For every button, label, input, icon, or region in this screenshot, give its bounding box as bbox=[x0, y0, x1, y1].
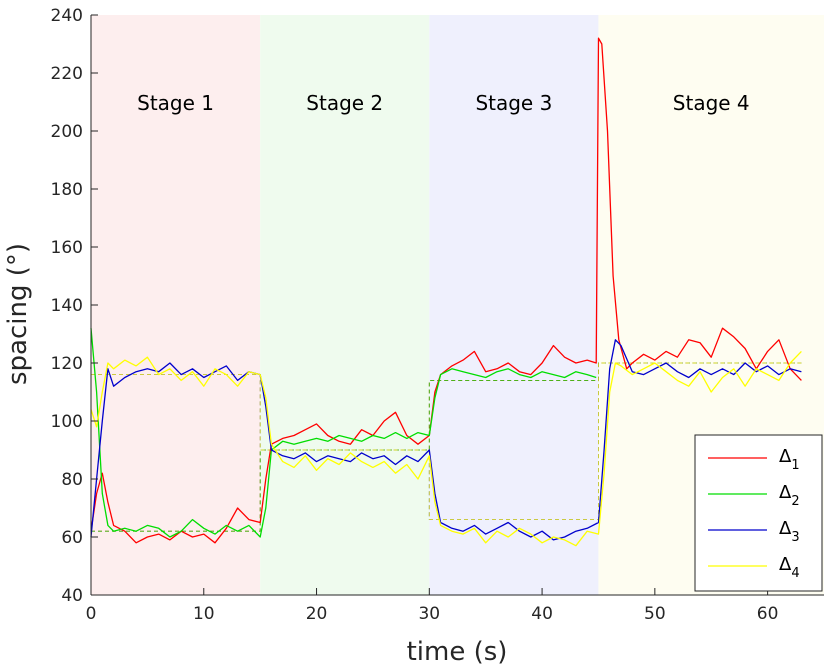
stage-label-1: Stage 1 bbox=[137, 91, 214, 115]
stage-band-3 bbox=[429, 15, 599, 595]
legend-subscript-2: 2 bbox=[791, 494, 799, 509]
x-tick-label: 10 bbox=[193, 604, 215, 624]
y-tick-label: 60 bbox=[61, 528, 83, 548]
stage-band-2 bbox=[260, 15, 430, 595]
series-lines bbox=[90, 37, 802, 547]
y-tick-label: 140 bbox=[51, 296, 83, 316]
legend-subscript-3: 3 bbox=[791, 530, 799, 545]
stage-labels: Stage 1 Stage 2 Stage 3 Stage 4 bbox=[137, 91, 750, 115]
series-line-2 bbox=[90, 328, 597, 538]
legend-subscript-4: 4 bbox=[791, 566, 799, 581]
y-tick-label: 220 bbox=[51, 64, 83, 84]
y-tick-label: 120 bbox=[51, 354, 83, 374]
y-tick-label: 100 bbox=[51, 412, 83, 432]
legend-box bbox=[694, 434, 823, 592]
x-tick-label: 60 bbox=[757, 604, 779, 624]
x-tick-label: 50 bbox=[644, 604, 666, 624]
y-tick-label: 40 bbox=[61, 586, 83, 606]
y-tick-label: 160 bbox=[51, 238, 83, 258]
x-tick-label: 30 bbox=[418, 604, 440, 624]
target-line-4 bbox=[91, 362, 802, 521]
series-line-4 bbox=[90, 350, 802, 547]
series-line-3 bbox=[90, 339, 802, 541]
stage-band-1 bbox=[91, 15, 261, 595]
y-tick-label: 200 bbox=[51, 122, 83, 142]
y-tick-label: 80 bbox=[61, 470, 83, 490]
y-axis-title: spacing (°) bbox=[3, 243, 33, 385]
y-tick-label: 180 bbox=[51, 180, 83, 200]
stage-label-3: Stage 3 bbox=[475, 91, 552, 115]
stage-label-2: Stage 2 bbox=[306, 91, 383, 115]
series-line-1 bbox=[90, 37, 802, 544]
x-tick-label: 40 bbox=[531, 604, 553, 624]
stage-label-4: Stage 4 bbox=[673, 91, 750, 115]
x-axis-title: time (s) bbox=[407, 637, 508, 667]
axes: 0 10 20 30 40 50 60 40 60 80 100 120 140 160 180 200 220… bbox=[51, 6, 824, 624]
stage-bands bbox=[91, 15, 824, 595]
y-tick-label: 240 bbox=[51, 6, 83, 26]
legend-subscript-1: 1 bbox=[791, 458, 799, 473]
x-tick-label: 20 bbox=[306, 604, 328, 624]
x-tick-label: 0 bbox=[86, 604, 97, 624]
